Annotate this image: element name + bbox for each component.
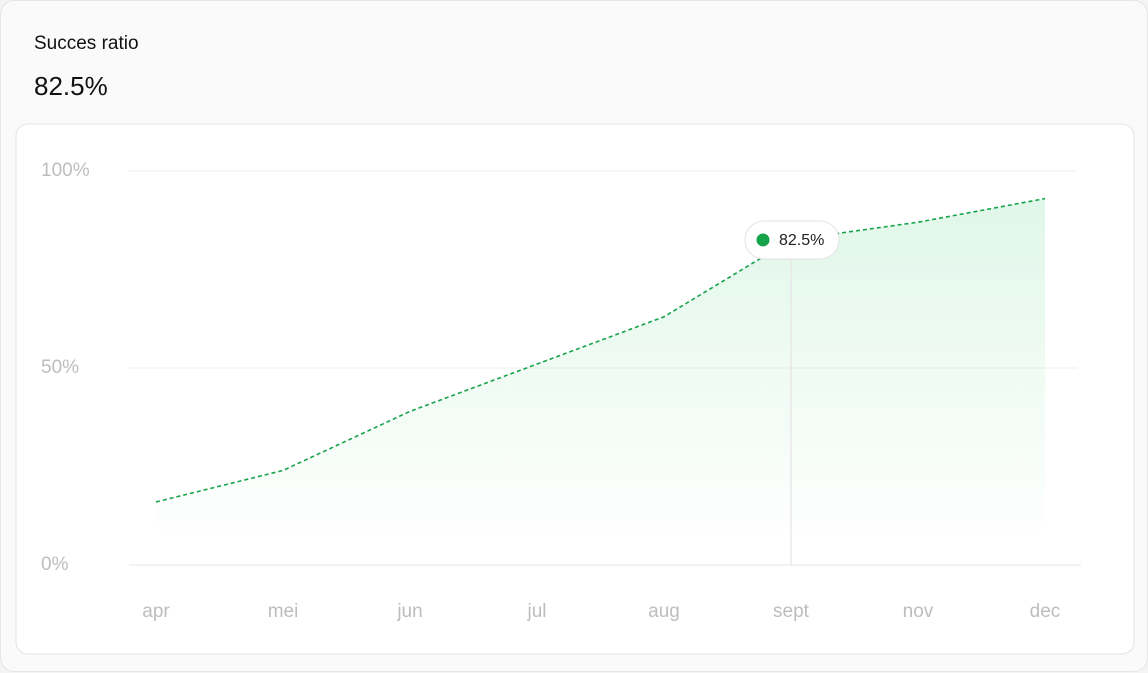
y-tick-label: 100%	[41, 160, 90, 181]
x-tick-label: aug	[648, 601, 680, 622]
tooltip: 82.5%	[744, 220, 840, 260]
card-title: Succes ratio	[34, 33, 139, 54]
x-tick-label: apr	[142, 601, 170, 622]
headline-value: 82.5%	[34, 71, 108, 101]
tooltip-label: 82.5%	[779, 232, 824, 249]
x-tick-label: jun	[396, 601, 422, 622]
y-tick-label: 0%	[41, 554, 69, 575]
x-tick-label: nov	[903, 601, 934, 622]
x-tick-label: dec	[1030, 601, 1061, 622]
x-tick-label: jul	[526, 601, 546, 622]
line	[155, 197, 1046, 503]
tooltip-box	[744, 220, 840, 260]
x-tick-label: sept	[773, 601, 810, 622]
y-tick-label: 50%	[41, 357, 79, 378]
point	[756, 233, 770, 247]
x-tick-label: mei	[268, 601, 299, 622]
area	[156, 198, 1045, 545]
